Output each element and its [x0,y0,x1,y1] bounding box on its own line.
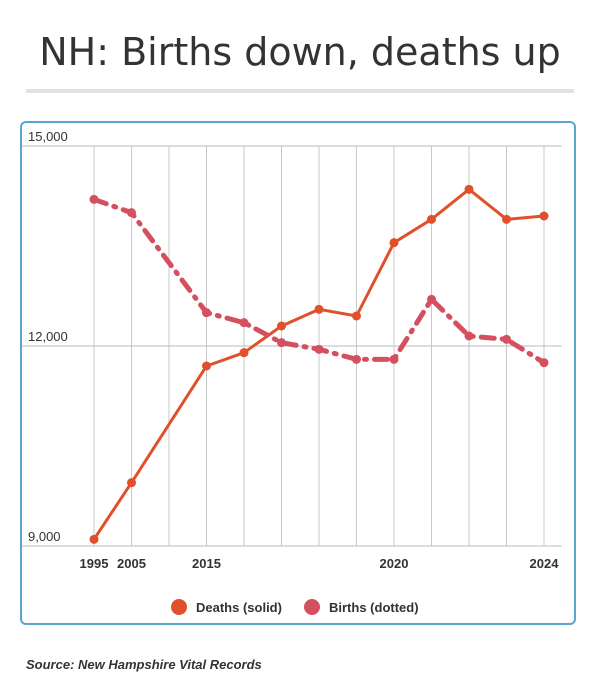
births-point [314,344,324,354]
births-point [464,331,474,341]
births-point [352,354,361,364]
legend: Deaths (solid) Births (dotted) [171,599,419,615]
births-point [427,294,436,304]
births-line [91,196,547,366]
births-point [389,354,399,364]
title-divider [26,89,574,93]
series-points [89,184,549,544]
births-point [539,358,549,368]
deaths-point [352,311,361,321]
y-tick-label: 9,000 [28,529,61,544]
deaths-point [239,348,249,358]
deaths-point [89,534,99,544]
deaths-point [539,211,549,221]
series-lines [91,187,547,541]
legend-deaths-label: Deaths (solid) [196,600,282,615]
deaths-point [277,321,286,331]
deaths-point [202,361,211,371]
chart-title: NH: Births down, deaths up [39,30,561,74]
x-tick-label: 2020 [380,556,409,571]
y-tick-label: 12,000 [28,329,68,344]
deaths-point [464,184,474,194]
births-point [277,338,286,348]
x-tick-label: 2024 [530,556,560,571]
y-tick-label: 15,000 [28,129,68,144]
line-chart: 15,000 12,000 9,000 1995 2005 2015 2020 2024 De… [22,129,562,615]
births-point [202,308,211,318]
deaths-point [389,238,399,248]
source-note: Source: New Hampshire Vital Records [26,657,262,672]
deaths-line [92,187,546,541]
legend-deaths-marker [171,599,187,615]
axis-labels: 15,000 12,000 9,000 1995 2005 2015 2020 2024 [28,129,559,571]
deaths-point [314,304,324,314]
births-point [127,208,136,218]
births-point [502,334,511,344]
deaths-point [127,478,136,488]
x-tick-label: 2015 [192,556,221,571]
deaths-point [427,214,436,224]
chart-frame: 15,000 12,000 9,000 1995 2005 2015 2020 2024 De… [20,121,576,625]
legend-births-label: Births (dotted) [329,600,419,615]
deaths-point [502,214,511,224]
legend-births-marker [304,599,320,615]
births-point [89,194,99,204]
x-tick-label: 1995 [80,556,109,571]
births-point [239,318,249,328]
x-tick-label: 2005 [117,556,146,571]
